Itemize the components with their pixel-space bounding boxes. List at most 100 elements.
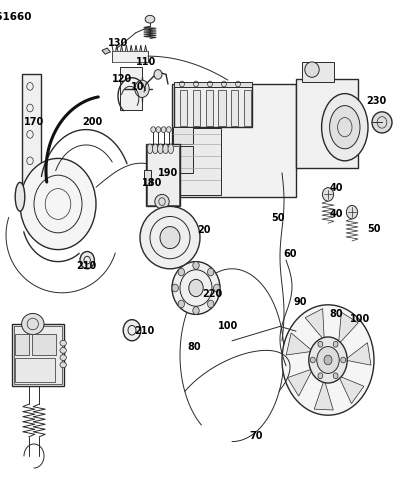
Bar [32, 334, 56, 355]
Text: 100: 100 [350, 314, 370, 324]
Ellipse shape [208, 300, 214, 308]
Bar [244, 90, 251, 126]
Ellipse shape [147, 144, 153, 154]
Text: 90: 90 [293, 298, 307, 307]
Ellipse shape [22, 313, 44, 335]
Text: 200: 200 [82, 118, 102, 127]
Text: 60: 60 [283, 250, 297, 259]
Ellipse shape [156, 127, 161, 132]
Bar [112, 51, 148, 62]
Bar [173, 146, 193, 173]
Ellipse shape [151, 127, 156, 132]
Ellipse shape [178, 268, 184, 276]
Text: 100: 100 [218, 322, 238, 331]
Bar [14, 326, 62, 384]
Ellipse shape [135, 80, 149, 97]
Text: 210: 210 [76, 262, 96, 271]
Text: 40: 40 [329, 209, 343, 218]
Ellipse shape [123, 320, 141, 341]
Ellipse shape [20, 158, 96, 250]
Ellipse shape [333, 341, 338, 347]
Ellipse shape [208, 268, 214, 276]
Bar [174, 86, 252, 127]
Bar [173, 128, 221, 195]
Ellipse shape [60, 348, 66, 353]
Polygon shape [286, 333, 313, 355]
Bar [15, 358, 55, 382]
Polygon shape [345, 343, 371, 365]
Ellipse shape [193, 307, 199, 314]
Bar [174, 82, 252, 87]
Ellipse shape [80, 252, 94, 269]
Bar [180, 90, 187, 126]
Text: 130: 130 [108, 38, 128, 48]
Ellipse shape [193, 262, 199, 269]
Ellipse shape [60, 355, 66, 360]
Ellipse shape [309, 337, 347, 383]
Bar [120, 67, 142, 110]
Polygon shape [305, 309, 324, 340]
Ellipse shape [189, 279, 203, 297]
Ellipse shape [15, 182, 25, 211]
Ellipse shape [166, 127, 171, 132]
Ellipse shape [333, 373, 338, 379]
Text: 80: 80 [329, 310, 343, 319]
Text: 20: 20 [197, 226, 211, 235]
Ellipse shape [154, 70, 162, 79]
Ellipse shape [324, 355, 332, 365]
Ellipse shape [160, 227, 180, 249]
Text: 120: 120 [112, 74, 132, 84]
Text: 230: 230 [366, 96, 386, 106]
Polygon shape [338, 376, 364, 404]
Bar [147, 146, 179, 205]
Ellipse shape [60, 340, 66, 346]
Polygon shape [102, 48, 110, 54]
Polygon shape [338, 312, 358, 344]
Text: 80: 80 [187, 342, 201, 351]
Polygon shape [288, 369, 313, 396]
Ellipse shape [161, 127, 166, 132]
Ellipse shape [214, 284, 220, 292]
Ellipse shape [282, 305, 374, 415]
Text: 061660: 061660 [0, 12, 32, 22]
Ellipse shape [322, 94, 368, 161]
Ellipse shape [318, 341, 323, 347]
Bar [12, 324, 64, 386]
Ellipse shape [163, 144, 168, 154]
Bar [193, 90, 200, 126]
Bar [302, 62, 334, 82]
Bar [22, 74, 41, 206]
Text: 190: 190 [158, 168, 178, 178]
Text: 10: 10 [131, 83, 145, 92]
Bar [15, 334, 29, 355]
Ellipse shape [330, 106, 360, 149]
Text: 70: 70 [249, 431, 263, 441]
Ellipse shape [155, 194, 169, 209]
Bar [296, 79, 358, 168]
Ellipse shape [372, 112, 392, 133]
Bar [146, 144, 180, 206]
Ellipse shape [60, 362, 66, 368]
Bar [173, 127, 193, 144]
Text: 170: 170 [24, 118, 44, 127]
Text: 40: 40 [329, 183, 343, 193]
Polygon shape [314, 380, 333, 410]
Ellipse shape [172, 284, 178, 292]
Text: 50: 50 [367, 225, 381, 234]
Ellipse shape [168, 144, 174, 154]
Ellipse shape [178, 300, 184, 308]
Text: 180: 180 [142, 179, 162, 188]
Ellipse shape [318, 373, 323, 379]
Bar [172, 84, 296, 197]
Text: 210: 210 [134, 326, 154, 336]
Ellipse shape [305, 62, 319, 77]
Ellipse shape [317, 347, 339, 373]
Ellipse shape [310, 357, 315, 363]
Ellipse shape [341, 357, 346, 363]
Ellipse shape [140, 206, 200, 269]
Ellipse shape [322, 188, 334, 201]
Bar [231, 90, 238, 126]
Bar [206, 90, 213, 126]
Bar [144, 170, 151, 185]
Ellipse shape [346, 205, 358, 219]
